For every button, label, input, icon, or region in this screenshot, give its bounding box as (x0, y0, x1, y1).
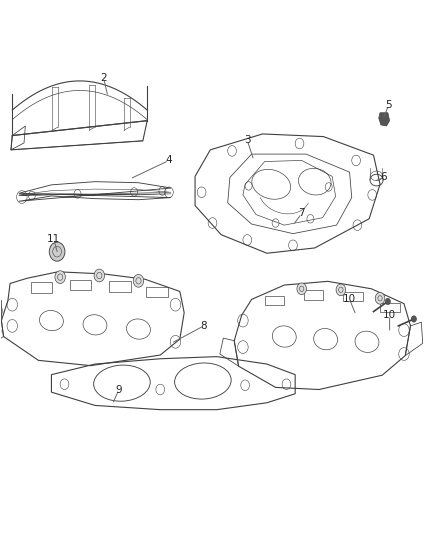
Circle shape (133, 274, 144, 287)
Circle shape (49, 242, 65, 261)
Text: 6: 6 (380, 172, 387, 182)
Circle shape (297, 283, 307, 295)
Text: 2: 2 (100, 73, 107, 83)
Text: 4: 4 (166, 156, 172, 165)
Circle shape (411, 316, 417, 322)
Circle shape (94, 269, 105, 282)
Text: 9: 9 (116, 384, 122, 394)
Polygon shape (379, 113, 390, 126)
Text: 11: 11 (47, 234, 60, 244)
Text: 7: 7 (298, 208, 305, 219)
Text: 5: 5 (385, 100, 392, 110)
Text: 10: 10 (343, 294, 356, 304)
Circle shape (385, 298, 390, 305)
Text: 3: 3 (244, 135, 251, 146)
Circle shape (336, 284, 346, 296)
Text: 10: 10 (383, 310, 396, 320)
Text: 8: 8 (201, 321, 207, 331)
Circle shape (375, 293, 385, 304)
Circle shape (55, 271, 65, 284)
